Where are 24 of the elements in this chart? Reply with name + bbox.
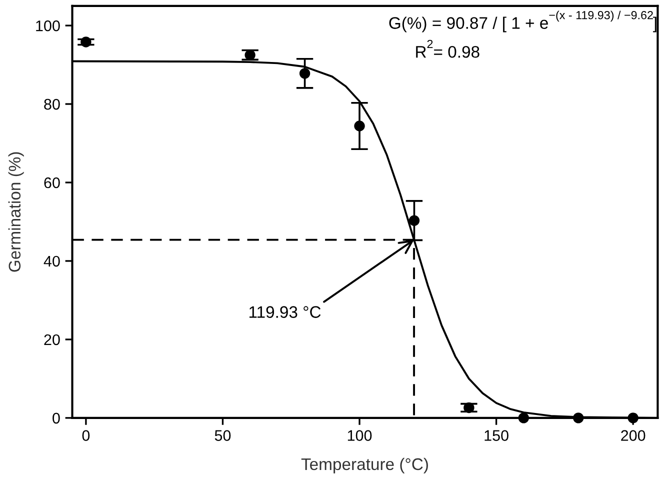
point	[408, 215, 420, 226]
x-tick-label: 50	[214, 430, 231, 441]
y-tick-label: 100	[36, 20, 60, 32]
point	[80, 36, 92, 48]
annotation: 119.93 °C	[249, 306, 321, 318]
x-axis-title: Temperature (°C)	[301, 458, 428, 474]
y-tick-label: 0	[52, 412, 60, 424]
y-tick-label: 40	[44, 256, 60, 267]
point	[354, 120, 365, 132]
x-tick-label: 150	[484, 430, 508, 441]
point	[244, 50, 256, 60]
y-tick-label: 80	[44, 98, 60, 110]
point	[628, 412, 638, 424]
x-tick-label: 200	[621, 430, 646, 441]
x-tick-label: 0	[82, 430, 90, 441]
x-tick-label: 100	[348, 430, 372, 441]
point	[464, 402, 474, 414]
y-tick-label: 20	[44, 334, 60, 346]
point	[573, 412, 584, 424]
annotation: R2= 0.98	[416, 40, 480, 58]
y-axis-title: Germination (%)	[8, 152, 24, 272]
point	[518, 412, 529, 424]
point	[299, 68, 310, 79]
y-tick-label: 60	[44, 177, 60, 188]
